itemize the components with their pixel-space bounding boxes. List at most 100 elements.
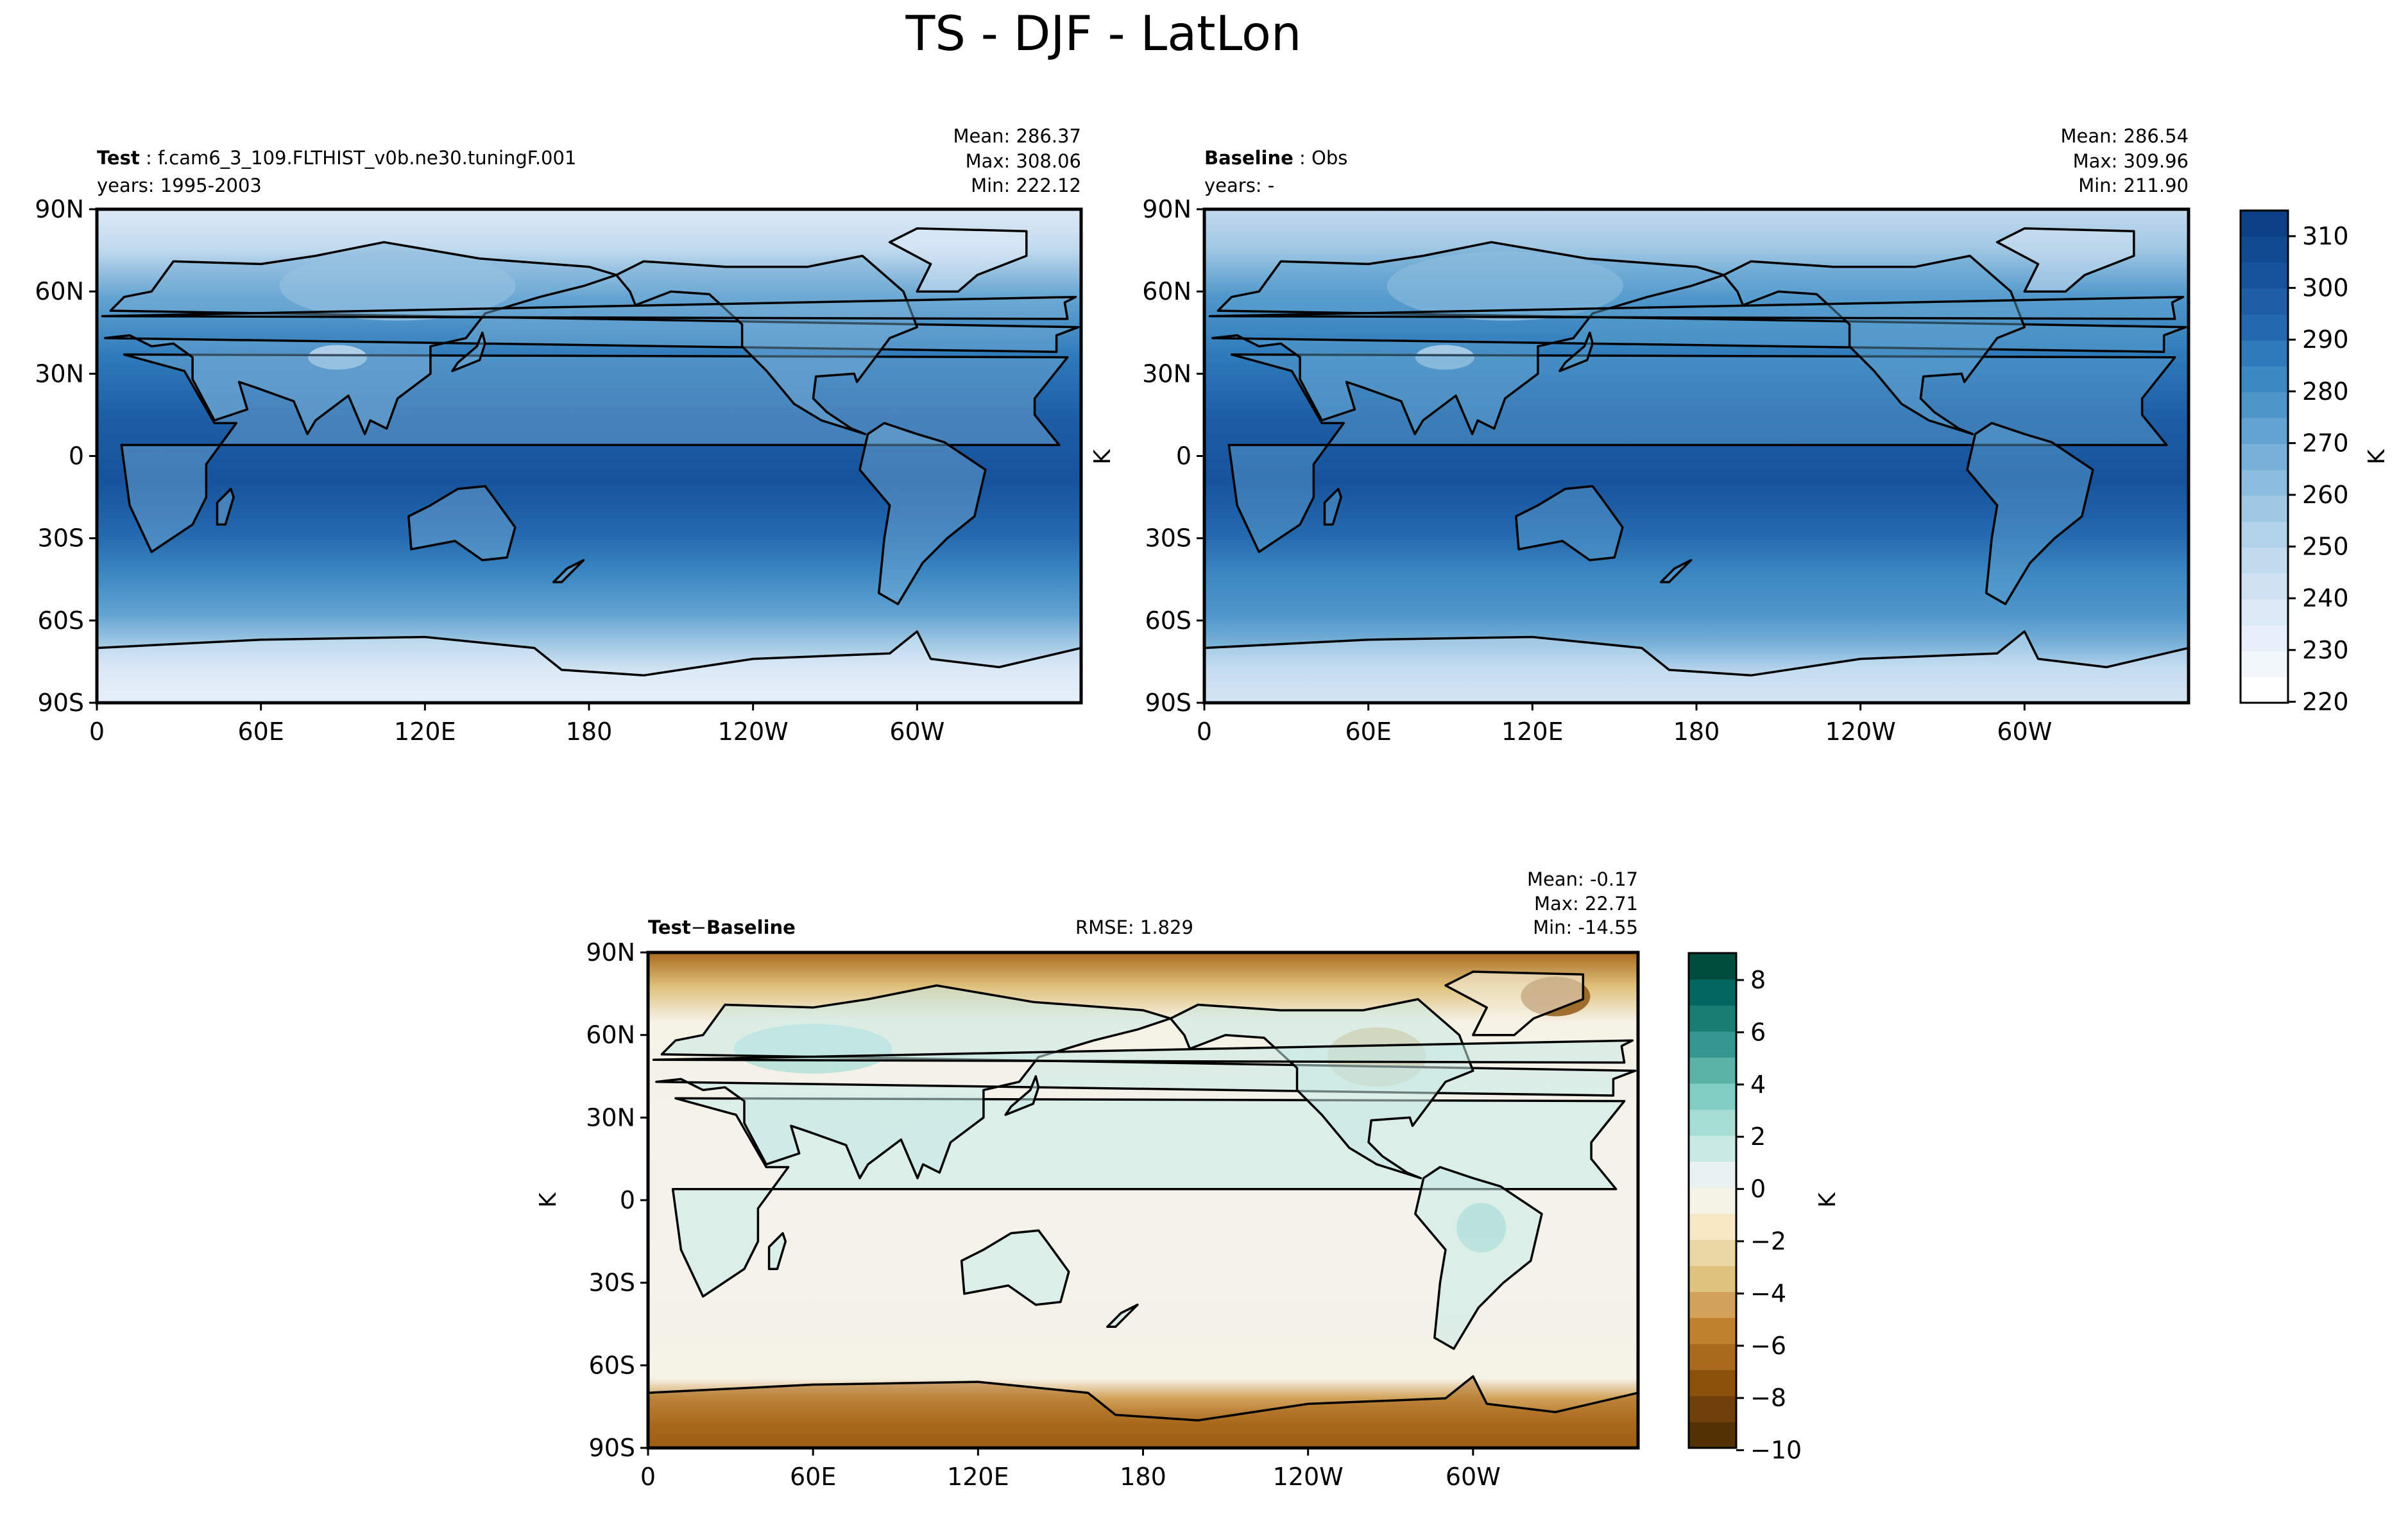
baseline-antarctica-outline bbox=[1204, 630, 2189, 703]
baseline-stat-mean: Mean: 286.54 bbox=[2061, 125, 2189, 147]
baseline-label-text: Obs bbox=[1311, 147, 1347, 169]
diff-colorbar-swatch bbox=[1689, 1135, 1736, 1162]
test-madagascar-outline bbox=[216, 488, 235, 526]
baseline-map-features bbox=[1204, 227, 2189, 703]
baseline-xtick-label: 180 bbox=[1673, 718, 1720, 746]
diff-colorbar-swatch bbox=[1689, 1291, 1736, 1318]
baseline-xtick-label: 120E bbox=[1501, 718, 1564, 746]
diff-map-features bbox=[648, 970, 1638, 1448]
diff-colorbar-tick-label: −4 bbox=[1750, 1279, 1786, 1307]
diff-colorbar-swatch bbox=[1689, 1161, 1736, 1188]
baseline-madagascar-outline bbox=[1323, 488, 1342, 526]
diff-colorbar-tick-label: −2 bbox=[1750, 1227, 1786, 1255]
baseline-label-sep: : bbox=[1294, 147, 1311, 169]
test-ytick-label: 30N bbox=[35, 359, 84, 388]
test-ytick-label: 60N bbox=[35, 277, 84, 305]
diff-madagascar-outline bbox=[767, 1232, 787, 1270]
baseline-colorbar-swatch bbox=[2241, 340, 2288, 366]
diff-rmse: RMSE: 1.829 bbox=[1075, 916, 1193, 938]
diff-namerica-outline bbox=[1169, 998, 1474, 1180]
test-ytick-label: 90S bbox=[38, 689, 84, 717]
baseline-xtick-label: 120W bbox=[1825, 718, 1896, 746]
test-label: Test : f.cam6_3_109.FLTHIST_v0b.ne30.tun… bbox=[97, 147, 576, 169]
baseline-colorbar-swatch bbox=[2241, 676, 2288, 703]
test-greenland-outline bbox=[888, 227, 1028, 293]
test-tibet-feature bbox=[307, 345, 367, 370]
diff-eurasia-outline bbox=[655, 984, 1637, 1180]
test-uk-outline bbox=[101, 295, 1077, 320]
baseline-ytick-label: 60S bbox=[1145, 606, 1191, 635]
diff-ytick-label: 30N bbox=[586, 1103, 635, 1131]
baseline-ytick-label: 0 bbox=[1176, 442, 1191, 470]
diff-label-op: − bbox=[691, 916, 706, 938]
diff-ytick-label: 0 bbox=[620, 1186, 635, 1214]
baseline-colorbar-tick-label: 270 bbox=[2302, 429, 2349, 457]
test-ytick-label: 30S bbox=[38, 524, 84, 553]
diff-antarctica-outline bbox=[648, 1375, 1638, 1448]
baseline-colorbar-tick-label: 230 bbox=[2302, 636, 2349, 664]
baseline-africa-outline bbox=[1227, 353, 2176, 553]
diff-label: Test−Baseline bbox=[648, 916, 796, 938]
baseline-newzealand-outline bbox=[1659, 559, 1693, 583]
baseline-colorbar-swatch bbox=[2241, 366, 2288, 393]
diff-japan-outline bbox=[1004, 1075, 1040, 1116]
test-stat-mean: Mean: 286.37 bbox=[953, 125, 1081, 147]
baseline-colorbar-swatch bbox=[2241, 262, 2288, 289]
test-antarctica-outline bbox=[97, 630, 1081, 703]
baseline-colorbar-swatch bbox=[2241, 573, 2288, 600]
diff-colorbar-tick-label: 6 bbox=[1750, 1018, 1766, 1046]
diff-colorbar-swatch bbox=[1689, 1005, 1736, 1032]
baseline-namerica-outline bbox=[1722, 254, 2026, 436]
baseline-greenland-outline bbox=[1995, 227, 2135, 293]
baseline-ytick-label: 90S bbox=[1145, 689, 1191, 717]
baseline-label: Baseline : Obs bbox=[1204, 147, 1347, 169]
diff-stat-min: Min: -14.55 bbox=[1533, 916, 1638, 938]
diff-xtick-label: 60E bbox=[790, 1463, 836, 1491]
test-australia-outline bbox=[407, 485, 517, 562]
test-japan-outline bbox=[451, 331, 486, 372]
diff-colorbar: 8 6 4 2 0 −2 −4 −6 −8 −10 K bbox=[1687, 952, 1841, 1465]
panel-test: 0 60E 120E 180 120W 60W 90N 60N 30N 0 30S 60S 90S T… bbox=[35, 125, 1083, 746]
diff-colorbar-swatch bbox=[1689, 1213, 1736, 1240]
baseline-colorbar-tick-label: 300 bbox=[2302, 274, 2349, 302]
diff-colorbar-tick-label: −6 bbox=[1750, 1332, 1786, 1360]
test-siberia-feature bbox=[279, 251, 516, 321]
diff-label-bold-test: Test bbox=[648, 916, 691, 938]
baseline-samerica-outline bbox=[1966, 422, 2094, 605]
diff-colorbar-frame bbox=[1687, 952, 1738, 1449]
diff-colorbar-swatch bbox=[1689, 1187, 1736, 1214]
baseline-colorbar-swatch bbox=[2241, 495, 2288, 522]
baseline-colorbar-tick-label: 290 bbox=[2302, 325, 2349, 354]
diff-colorbar-tick-label: −8 bbox=[1750, 1384, 1786, 1412]
baseline-australia-outline bbox=[1515, 485, 1624, 562]
baseline-colorbar-swatch bbox=[2241, 391, 2288, 418]
baseline-colorbar-swatch bbox=[2241, 599, 2288, 626]
baseline-years: years: - bbox=[1204, 175, 1274, 196]
test-xtick-label: 120E bbox=[394, 718, 456, 746]
baseline-colorbar-tick-label: 240 bbox=[2302, 584, 2349, 612]
baseline-eurasia-outline bbox=[1211, 241, 2187, 436]
test-years: years: 1995-2003 bbox=[97, 175, 262, 196]
diff-ytick-label: 60N bbox=[586, 1021, 635, 1049]
diff-colorbar-tick-label: −10 bbox=[1750, 1436, 1802, 1465]
baseline-colorbar-swatch bbox=[2241, 651, 2288, 678]
baseline-stat-max: Max: 309.96 bbox=[2073, 150, 2189, 172]
diff-ytick-label: 90S bbox=[589, 1434, 635, 1462]
diff-colorbar-tick-label: 8 bbox=[1750, 966, 1766, 994]
test-xtick-label: 120W bbox=[718, 718, 789, 746]
diff-colorbar-swatch bbox=[1689, 1343, 1736, 1370]
diff-xtick-label: 60W bbox=[1446, 1463, 1501, 1491]
diff-stat-max: Max: 22.71 bbox=[1534, 893, 1638, 915]
test-ylabel: K bbox=[1089, 449, 1116, 465]
diff-colorbar-tick-label: 2 bbox=[1750, 1123, 1766, 1151]
test-stat-max: Max: 308.06 bbox=[966, 150, 1081, 172]
baseline-colorbar-swatch bbox=[2241, 443, 2288, 470]
diff-colorbar-swatch bbox=[1689, 1109, 1736, 1136]
baseline-stat-min: Min: 211.90 bbox=[2078, 175, 2189, 196]
test-ytick-label: 90N bbox=[35, 195, 84, 223]
diff-greenland-outline bbox=[1444, 970, 1585, 1037]
diff-colorbar-swatch bbox=[1689, 1083, 1736, 1110]
test-africa-outline bbox=[120, 353, 1069, 553]
